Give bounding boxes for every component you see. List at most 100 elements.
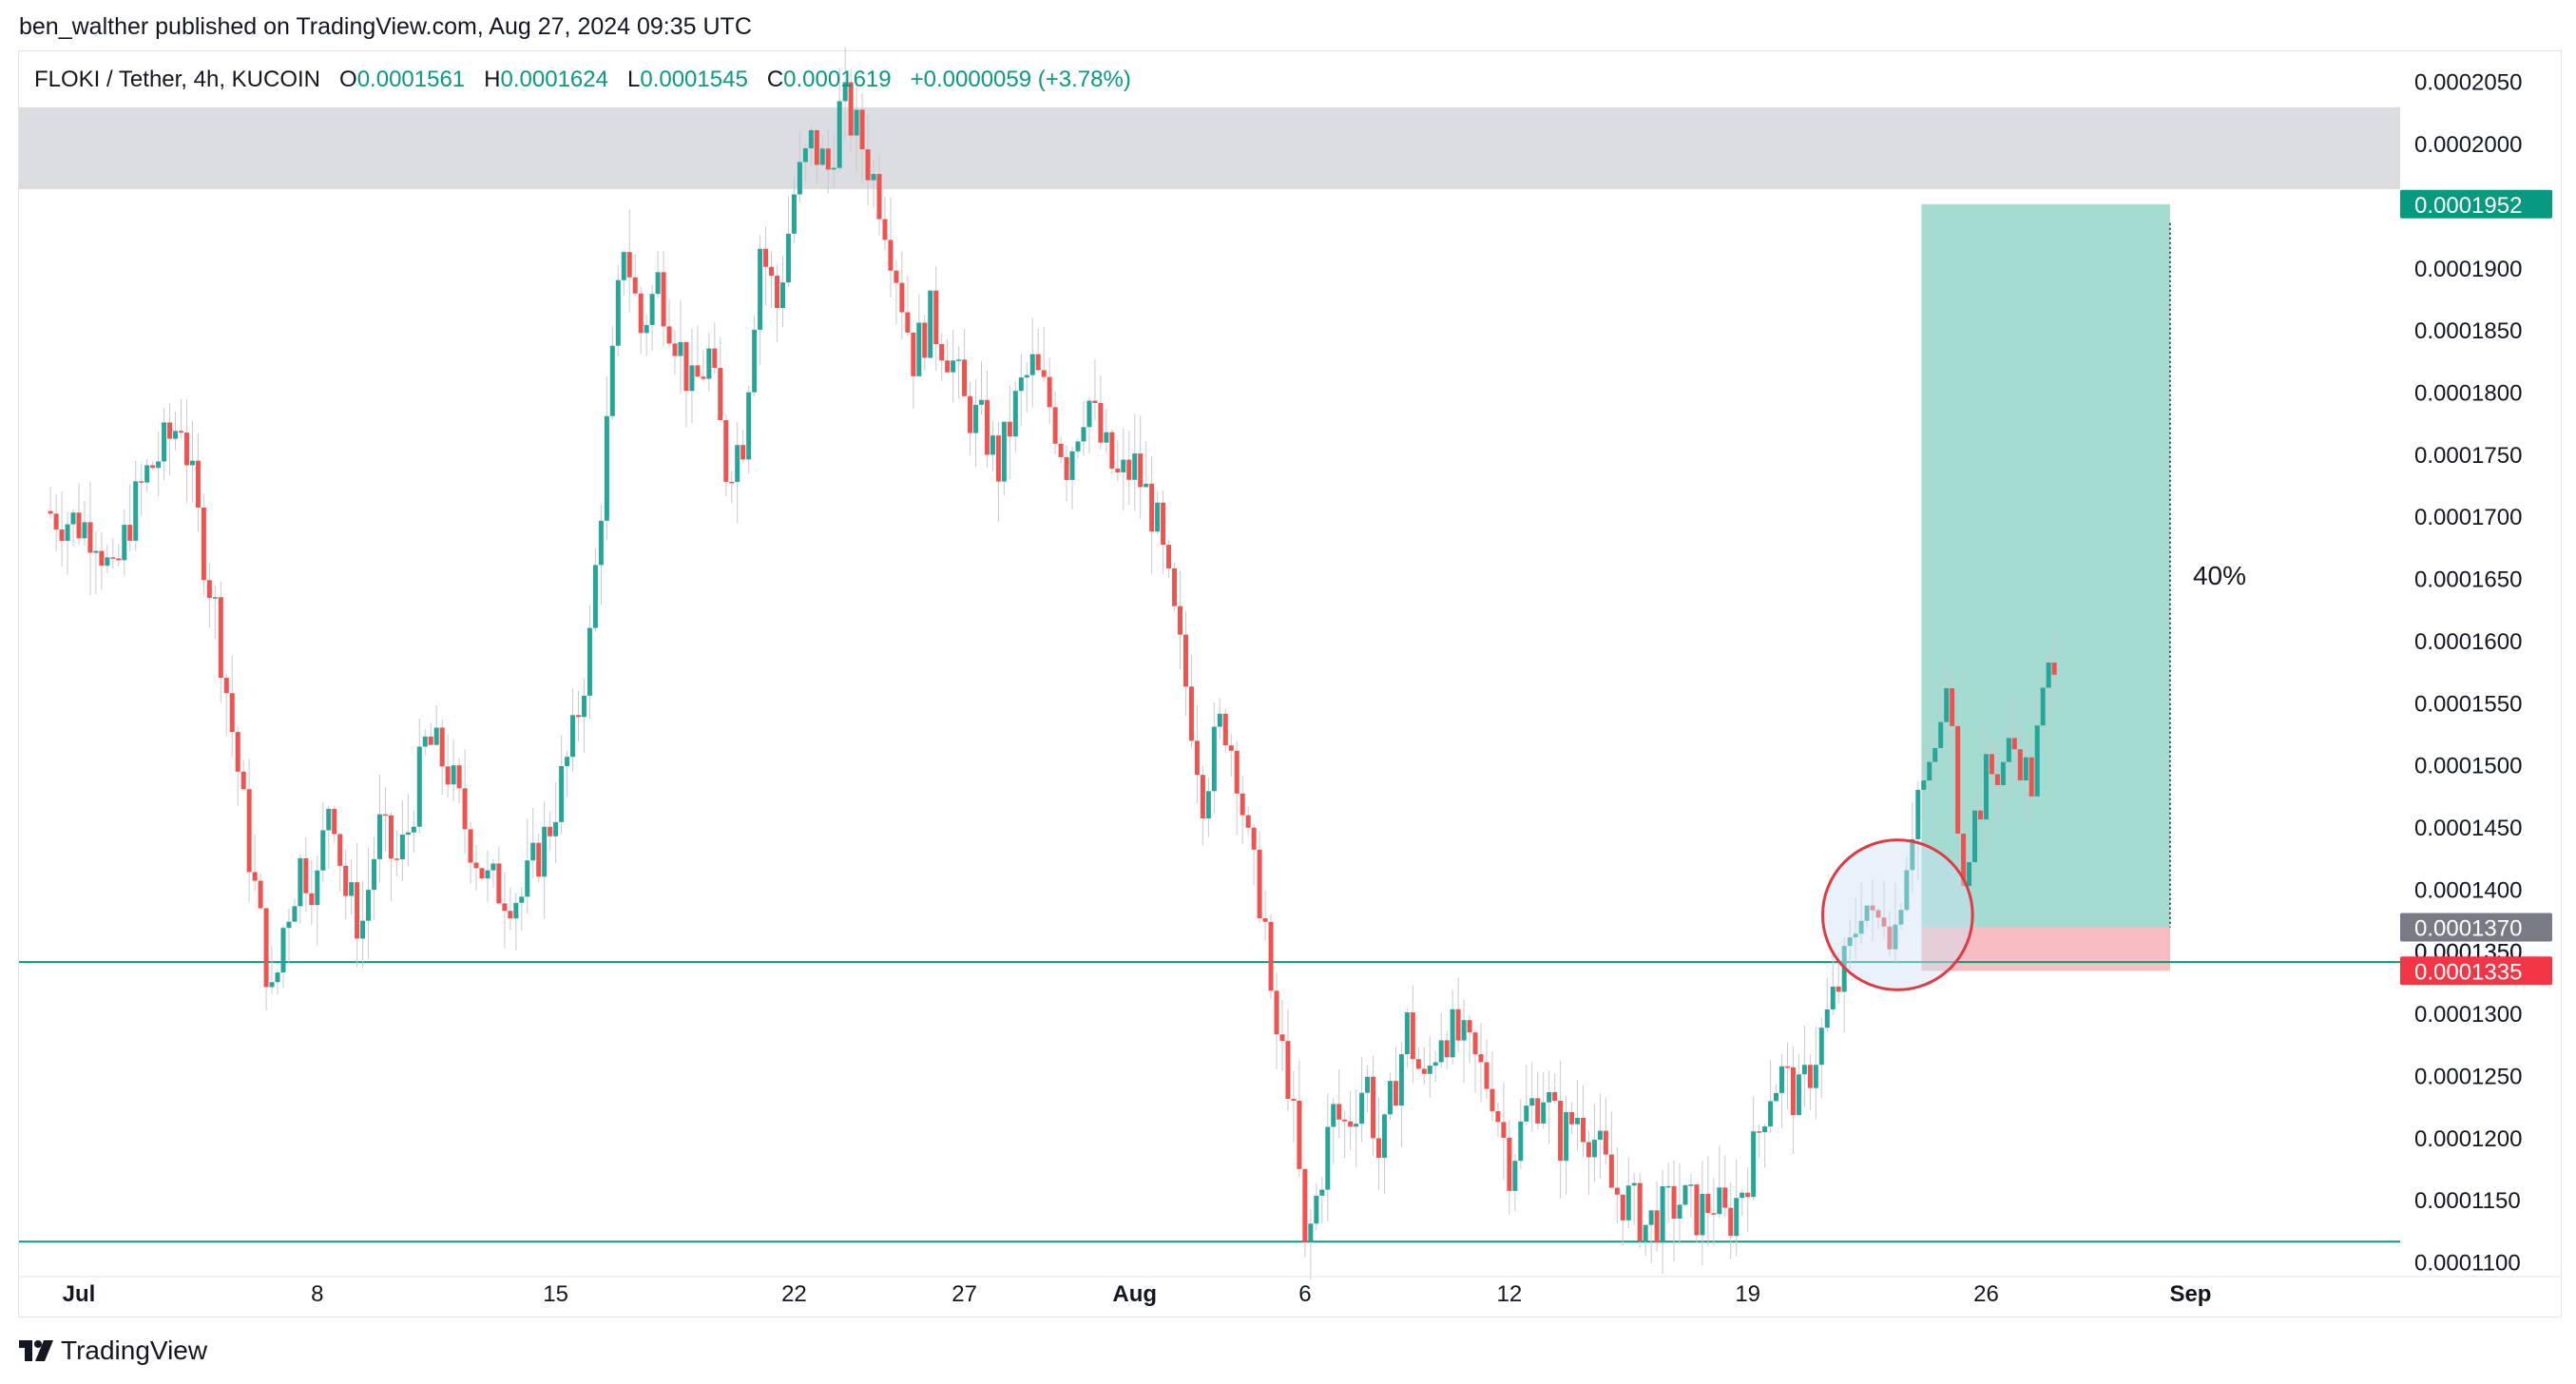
candle-body (70, 512, 76, 525)
candle-body (1444, 1040, 1450, 1058)
candle-body (337, 834, 343, 866)
candle-body (1007, 421, 1012, 437)
x-tick-label: 12 (1497, 1281, 1523, 1307)
footer-brand[interactable]: TradingView (19, 1336, 207, 1366)
candle-body (1994, 774, 2000, 785)
candle-body (1740, 1192, 1745, 1199)
candle-body (626, 252, 632, 278)
candle-body (666, 326, 672, 344)
candle-body (320, 830, 326, 871)
candle-body (1262, 918, 1268, 922)
candle-body (1075, 441, 1081, 452)
candle-body (962, 359, 968, 396)
x-tick-label: 8 (311, 1281, 323, 1307)
candle-body (1081, 427, 1086, 442)
candle-body (1109, 432, 1115, 469)
candle-body (1024, 375, 1029, 378)
candle-body (1421, 1068, 1427, 1074)
candle-body (372, 858, 377, 891)
candle-body (1608, 1154, 1614, 1188)
candle-body (286, 921, 292, 929)
candle-body (1875, 910, 1881, 918)
candle-body (797, 162, 802, 195)
candle-body (1484, 1062, 1490, 1089)
candle-body (661, 272, 666, 327)
candle-body (122, 525, 127, 561)
candle-body (1989, 754, 1994, 775)
entry-price-tag: 0.0001370 (2414, 916, 2522, 942)
candle-body (343, 865, 349, 896)
candle-body (1211, 726, 1217, 792)
candle-body (1847, 937, 1853, 947)
candle-body (1359, 1092, 1365, 1124)
y-tick-label: 0.0001700 (2414, 505, 2522, 530)
candle-body (1398, 1054, 1404, 1106)
high-label: H (484, 67, 501, 92)
candle-body (570, 715, 576, 758)
candle-body (1354, 1124, 1359, 1127)
candle-body (1182, 634, 1188, 687)
candle-body (1450, 1009, 1455, 1058)
y-tick-label: 0.0001800 (2414, 380, 2522, 406)
candle-body (819, 148, 825, 165)
symbol-name: FLOKI / Tether, 4h, KUCOIN (34, 67, 321, 92)
candle-body (1279, 1034, 1285, 1042)
candle-body (1983, 754, 1989, 820)
candle-body (1432, 1062, 1438, 1067)
candle-body (178, 431, 183, 433)
candle-body (746, 392, 752, 460)
candle-body (1245, 815, 1251, 828)
candle-body (162, 422, 167, 462)
y-tick-label: 0.0001150 (2414, 1188, 2521, 1214)
candle-body (1893, 924, 1898, 950)
candle-body (1558, 1101, 1564, 1162)
candle-body (206, 580, 212, 599)
candle-body (586, 627, 592, 696)
candle-body (1688, 1184, 1694, 1186)
candle-body (1132, 453, 1138, 480)
candle-body (150, 465, 156, 469)
candle-body (1012, 391, 1018, 437)
candle-body (1700, 1193, 1705, 1236)
candle-body (246, 789, 252, 873)
candle-body (1944, 688, 1950, 722)
candle-body (167, 422, 173, 439)
candle-body (65, 524, 70, 541)
open-value: 0.0001561 (356, 67, 466, 92)
candle-body (752, 329, 758, 393)
candle-body (1149, 483, 1155, 532)
candle-body (990, 435, 995, 455)
candle-body (1524, 1105, 1529, 1122)
candle-body (1052, 407, 1058, 444)
candle-body (1194, 740, 1200, 776)
candle-body (1631, 1182, 1637, 1186)
candle-body (1910, 838, 1915, 871)
candle-body (1637, 1182, 1643, 1241)
y-tick-label: 0.0002050 (2414, 70, 2522, 96)
candle-body (195, 460, 201, 508)
candle-body (53, 513, 59, 530)
chart-pane[interactable] (18, 50, 2562, 1317)
candle-body (1155, 502, 1161, 532)
candle-body (995, 435, 1001, 482)
candle-body (416, 746, 422, 827)
candle-body (672, 343, 678, 356)
candle-body (689, 365, 695, 392)
candle-body (842, 82, 848, 102)
candle-body (559, 765, 565, 822)
candle-body (615, 279, 621, 346)
candle-body (366, 890, 372, 921)
candle-body (1092, 400, 1098, 403)
candle-body (1529, 1098, 1535, 1106)
candle-body (462, 788, 468, 830)
candle-body (1603, 1130, 1608, 1155)
candle-body (644, 324, 649, 334)
candle-body (1166, 545, 1172, 568)
low-label: L (626, 67, 641, 92)
stop-price-tag-bg (2400, 956, 2552, 986)
candle-body (808, 129, 814, 149)
candle-body (1887, 926, 1893, 950)
candle-body (1881, 917, 1887, 927)
tradingview-brand: TradingView (61, 1336, 208, 1365)
